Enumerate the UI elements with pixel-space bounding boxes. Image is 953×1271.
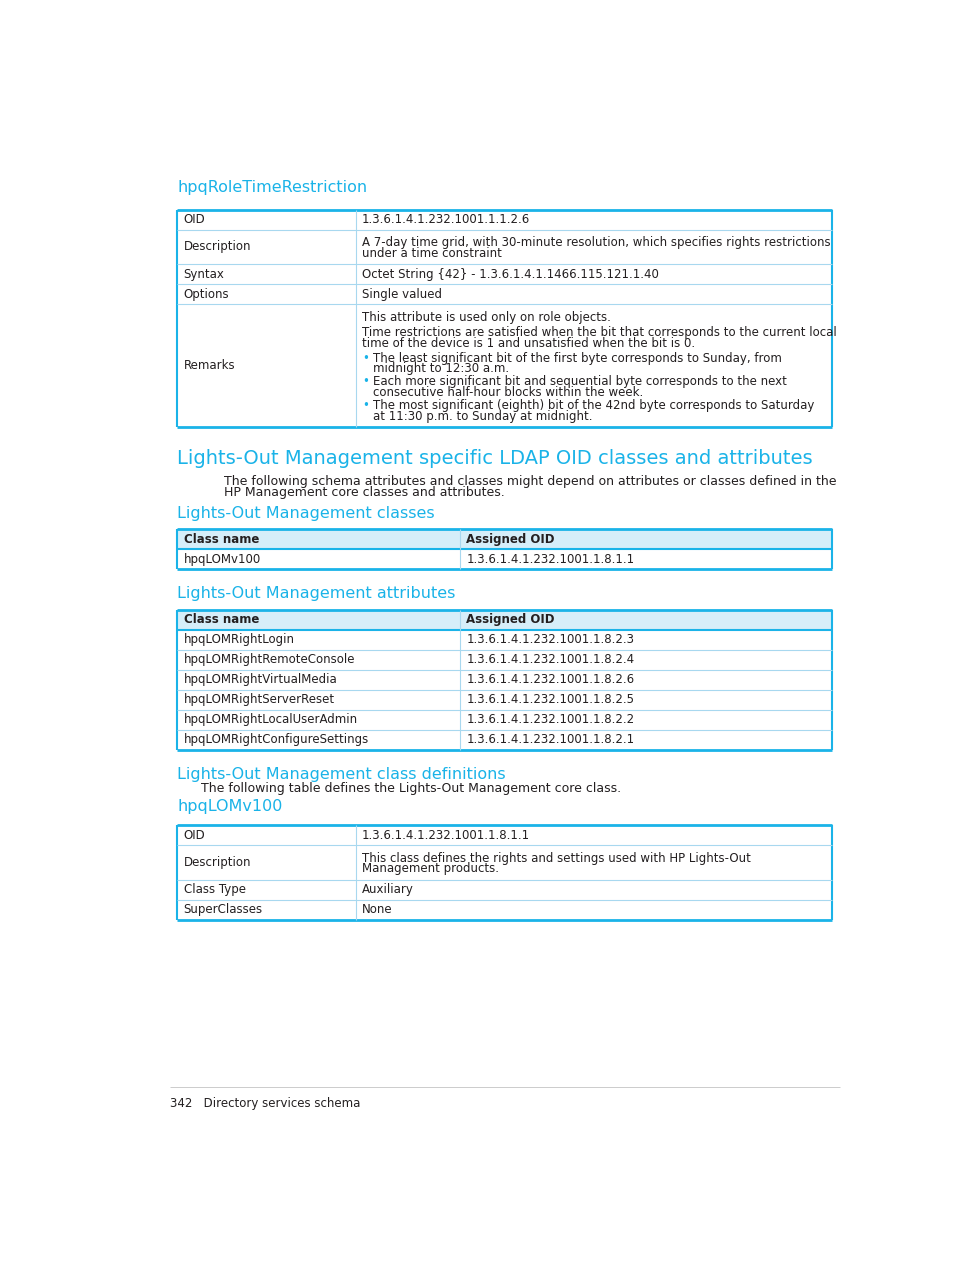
Text: Lights-Out Management specific LDAP OID classes and attributes: Lights-Out Management specific LDAP OID …	[177, 449, 812, 468]
Text: time of the device is 1 and unsatisfied when the bit is 0.: time of the device is 1 and unsatisfied …	[361, 337, 694, 350]
Text: hpqLOMRightRemoteConsole: hpqLOMRightRemoteConsole	[183, 653, 355, 666]
Text: Lights-Out Management class definitions: Lights-Out Management class definitions	[177, 766, 505, 782]
Bar	[177, 610, 831, 629]
Text: consecutive half-hour blocks within the week.: consecutive half-hour blocks within the …	[373, 386, 642, 399]
Text: 1.3.6.1.4.1.232.1001.1.8.2.5: 1.3.6.1.4.1.232.1001.1.8.2.5	[466, 693, 634, 707]
Text: This attribute is used only on role objects.: This attribute is used only on role obje…	[361, 311, 610, 324]
Text: 1.3.6.1.4.1.232.1001.1.8.2.3: 1.3.6.1.4.1.232.1001.1.8.2.3	[466, 633, 634, 646]
Text: The most significant (eighth) bit of the 42nd byte corresponds to Saturday: The most significant (eighth) bit of the…	[373, 399, 813, 412]
Bar	[177, 530, 831, 549]
Text: Class name: Class name	[183, 533, 258, 547]
Text: Lights-Out Management attributes: Lights-Out Management attributes	[177, 586, 456, 601]
Text: This class defines the rights and settings used with HP Lights-Out: This class defines the rights and settin…	[361, 852, 750, 866]
Text: The following schema attributes and classes might depend on attributes or classe: The following schema attributes and clas…	[224, 475, 836, 488]
Text: hpqLOMv100: hpqLOMv100	[183, 553, 260, 566]
Text: 1.3.6.1.4.1.232.1001.1.8.2.6: 1.3.6.1.4.1.232.1001.1.8.2.6	[466, 674, 634, 686]
Text: Class Type: Class Type	[183, 883, 245, 896]
Text: Syntax: Syntax	[183, 268, 224, 281]
Text: •: •	[361, 375, 368, 389]
Text: The least significant bit of the first byte corresponds to Sunday, from: The least significant bit of the first b…	[373, 352, 781, 365]
Text: 1.3.6.1.4.1.232.1001.1.8.2.4: 1.3.6.1.4.1.232.1001.1.8.2.4	[466, 653, 634, 666]
Text: 342   Directory services schema: 342 Directory services schema	[170, 1097, 359, 1111]
Text: 1.3.6.1.4.1.232.1001.1.8.2.1: 1.3.6.1.4.1.232.1001.1.8.2.1	[466, 733, 634, 746]
Text: hpqLOMRightVirtualMedia: hpqLOMRightVirtualMedia	[183, 674, 337, 686]
Text: Options: Options	[183, 287, 229, 301]
Text: hpqLOMRightConfigureSettings: hpqLOMRightConfigureSettings	[183, 733, 369, 746]
Text: SuperClasses: SuperClasses	[183, 904, 262, 916]
Text: OID: OID	[183, 214, 205, 226]
Text: hpqLOMRightLocalUserAdmin: hpqLOMRightLocalUserAdmin	[183, 713, 357, 726]
Text: HP Management core classes and attributes.: HP Management core classes and attribute…	[224, 486, 504, 500]
Text: Class name: Class name	[183, 613, 258, 627]
Text: Octet String {42} - 1.3.6.1.4.1.1466.115.121.1.40: Octet String {42} - 1.3.6.1.4.1.1466.115…	[361, 268, 658, 281]
Text: 1.3.6.1.4.1.232.1001.1.8.2.2: 1.3.6.1.4.1.232.1001.1.8.2.2	[466, 713, 634, 726]
Text: hpqRoleTimeRestriction: hpqRoleTimeRestriction	[177, 180, 367, 196]
Text: Description: Description	[183, 240, 251, 253]
Bar	[177, 530, 831, 569]
Text: at 11:30 p.m. to Sunday at midnight.: at 11:30 p.m. to Sunday at midnight.	[373, 409, 592, 423]
Text: Assigned OID: Assigned OID	[466, 533, 555, 547]
Text: Assigned OID: Assigned OID	[466, 613, 555, 627]
Text: 1.3.6.1.4.1.232.1001.1.1.2.6: 1.3.6.1.4.1.232.1001.1.1.2.6	[361, 214, 530, 226]
Text: 1.3.6.1.4.1.232.1001.1.8.1.1: 1.3.6.1.4.1.232.1001.1.8.1.1	[466, 553, 634, 566]
Bar	[177, 825, 831, 920]
Text: 1.3.6.1.4.1.232.1001.1.8.1.1: 1.3.6.1.4.1.232.1001.1.8.1.1	[361, 829, 530, 841]
Text: under a time constraint: under a time constraint	[361, 247, 501, 259]
Text: midnight to 12:30 a.m.: midnight to 12:30 a.m.	[373, 362, 508, 375]
Bar	[177, 210, 831, 427]
Bar	[177, 610, 831, 750]
Text: hpqLOMRightLogin: hpqLOMRightLogin	[183, 633, 294, 646]
Text: OID: OID	[183, 829, 205, 841]
Text: Auxiliary: Auxiliary	[361, 883, 414, 896]
Text: Remarks: Remarks	[183, 360, 235, 372]
Text: Single valued: Single valued	[361, 287, 441, 301]
Text: A 7-day time grid, with 30-minute resolution, which specifies rights restriction: A 7-day time grid, with 30-minute resolu…	[361, 236, 829, 249]
Text: None: None	[361, 904, 392, 916]
Text: hpqLOMv100: hpqLOMv100	[177, 799, 282, 813]
Text: Time restrictions are satisfied when the bit that corresponds to the current loc: Time restrictions are satisfied when the…	[361, 327, 836, 339]
Text: The following table defines the Lights-Out Management core class.: The following table defines the Lights-O…	[200, 782, 620, 794]
Text: Management products.: Management products.	[361, 863, 498, 876]
Text: hpqLOMRightServerReset: hpqLOMRightServerReset	[183, 693, 335, 707]
Text: Each more significant bit and sequential byte corresponds to the next: Each more significant bit and sequential…	[373, 375, 785, 389]
Text: •: •	[361, 352, 368, 365]
Text: Lights-Out Management classes: Lights-Out Management classes	[177, 506, 435, 521]
Text: Description: Description	[183, 855, 251, 869]
Text: •: •	[361, 399, 368, 412]
